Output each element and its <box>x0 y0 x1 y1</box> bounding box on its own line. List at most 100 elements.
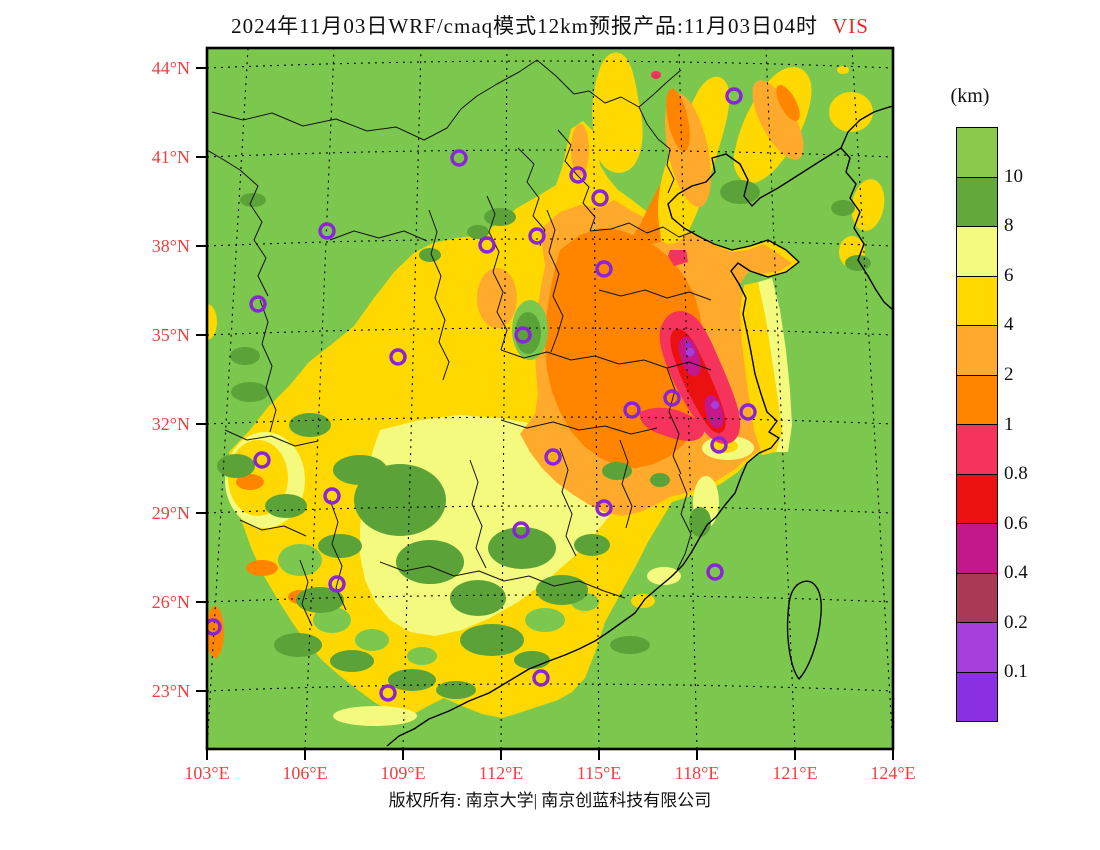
city-marker <box>249 295 267 313</box>
crimson-west-arm <box>639 407 705 441</box>
visibility-under-0.1km-speck <box>685 342 691 348</box>
yellow-patch-korea <box>851 179 885 231</box>
colorbar-tick-label: 0.8 <box>1004 463 1028 485</box>
taiwan-island <box>786 580 822 680</box>
green-patch <box>247 599 277 621</box>
colorbar-tick-label: 0.6 <box>1004 512 1028 534</box>
lat-label-38n: 38°N <box>151 236 190 256</box>
visibility-0.4-0.6km-core <box>678 336 701 377</box>
green-patch <box>313 607 351 633</box>
city-marker <box>739 403 757 421</box>
city-marker <box>706 563 724 581</box>
city-marker <box>512 521 530 539</box>
pale-patch <box>333 706 417 726</box>
lat-label-32n: 32°N <box>151 414 190 434</box>
colorbar <box>956 127 998 722</box>
crimson-spot-shandong <box>668 250 688 266</box>
city-markers <box>207 87 757 702</box>
lon-label-118e: 118°E <box>674 763 720 783</box>
pale-coastal-strip <box>758 278 792 452</box>
province-boundaries <box>207 59 712 627</box>
colorbar-tick-label: 8 <box>1004 215 1014 237</box>
green-patch <box>219 523 245 541</box>
page-title: 2024年11月03日WRF/cmaq模式12km预报产品:11月03日04时 V… <box>0 10 1100 40</box>
coastline <box>386 105 893 747</box>
city-marker <box>478 236 496 254</box>
colorbar-tick-label: 0.2 <box>1004 611 1028 633</box>
lat-label-26n: 26°N <box>151 592 190 612</box>
lon-label-106e: 106°E <box>282 763 328 783</box>
lon-label-115e: 115°E <box>576 763 622 783</box>
colorbar-segment <box>957 474 997 524</box>
colorbar-segment <box>957 326 997 376</box>
lon-label-109e: 109°E <box>380 763 426 783</box>
crimson-spot <box>651 71 661 79</box>
lat-label-41n: 41°N <box>151 147 190 167</box>
visibility-8-10km-patches <box>217 180 871 699</box>
lon-label-103e: 103°E <box>184 763 230 783</box>
colorbar-segment <box>957 524 997 574</box>
colorbar-unit-label: (km) <box>950 85 990 107</box>
visibility-0.1-0.2km-speck <box>711 401 719 409</box>
orange-patch <box>236 474 264 490</box>
graticule <box>207 48 893 749</box>
city-marker <box>328 575 346 593</box>
city-marker <box>595 260 613 278</box>
city-marker <box>389 348 407 366</box>
green-patch <box>525 608 565 632</box>
colorbar-tick-label: 2 <box>1004 363 1014 385</box>
visibility-0.4-0.6km-core <box>704 395 724 429</box>
orange-patch <box>666 88 690 152</box>
city-marker <box>591 189 609 207</box>
light-orange-patch <box>752 80 804 160</box>
colorbar-segment <box>957 425 997 475</box>
colorbar-segment <box>957 177 997 227</box>
light-orange-patch <box>477 268 517 328</box>
city-marker <box>514 326 532 344</box>
yellow-patch <box>837 66 849 74</box>
pale-patch <box>647 567 681 585</box>
lat-label-23n: 23°N <box>151 681 190 701</box>
colorbar-segment <box>957 672 997 721</box>
green-patch <box>355 629 389 651</box>
colorbar-tick-label: 6 <box>1004 264 1014 286</box>
yellow-patch <box>829 92 873 132</box>
city-marker <box>725 87 743 105</box>
colorbar-segment <box>957 375 997 425</box>
visibility-0.1-0.2km-speck <box>685 347 695 357</box>
city-marker <box>569 166 587 184</box>
orange-patch <box>776 84 800 122</box>
city-marker <box>253 451 271 469</box>
city-marker <box>323 487 341 505</box>
city-marker <box>207 618 222 636</box>
colorbar-tick-label: 0.4 <box>1004 562 1028 584</box>
city-marker <box>318 222 336 240</box>
orange-patch <box>246 560 278 576</box>
lon-label-121e: 121°E <box>772 763 818 783</box>
yellow-arm-north-beijing <box>592 52 643 173</box>
colorbar-tick-label: 1 <box>1004 413 1014 435</box>
city-marker <box>544 448 562 466</box>
city-marker <box>532 669 550 687</box>
axis-ticks <box>196 67 894 760</box>
yellow-patch <box>207 304 217 340</box>
city-marker <box>450 149 468 167</box>
colorbar-segment <box>957 573 997 623</box>
lat-label-44n: 44°N <box>151 58 190 78</box>
city-marker <box>379 684 397 702</box>
city-marker <box>595 499 613 517</box>
lat-label-29n: 29°N <box>151 503 190 523</box>
city-marker <box>710 436 728 454</box>
title-text: 2024年11月03日WRF/cmaq模式12km预报产品:11月03日04时 <box>231 14 819 38</box>
map-field <box>207 48 893 749</box>
title-variable: VIS <box>832 14 869 38</box>
city-marker <box>528 227 546 245</box>
lon-label-124e: 124°E <box>870 763 916 783</box>
colorbar-segment <box>957 276 997 326</box>
yellow-coastal-strip <box>740 282 782 455</box>
city-marker <box>663 389 681 407</box>
colorbar-tick-label: 0.1 <box>1004 661 1028 683</box>
light-orange-patch <box>571 124 589 176</box>
map-frame <box>205 46 895 751</box>
